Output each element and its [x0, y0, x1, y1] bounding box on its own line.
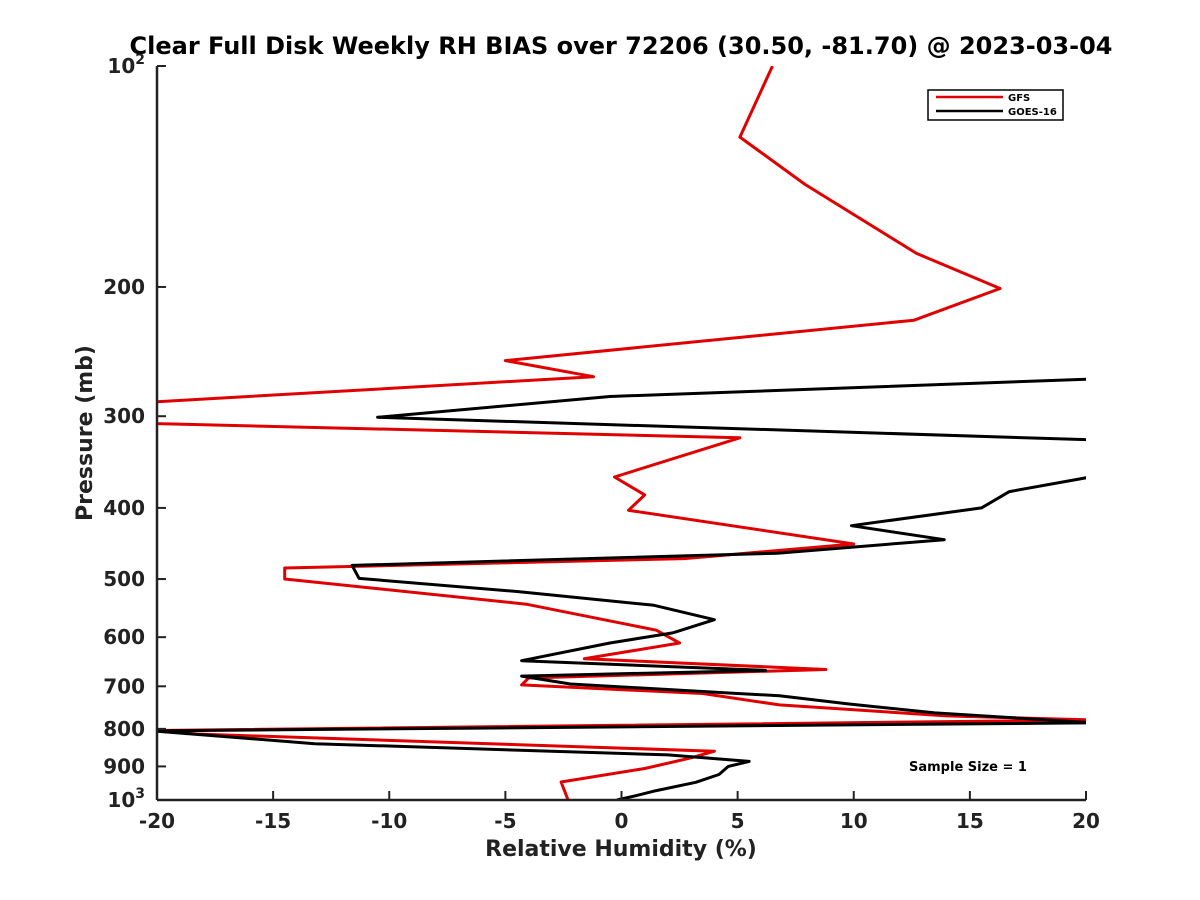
- x-tick-label: -15: [255, 809, 291, 833]
- y-tick-label: 900: [103, 754, 145, 778]
- legend-label-gfs: GFS: [1008, 93, 1030, 104]
- x-axis-label: Relative Humidity (%): [485, 837, 757, 862]
- legend-label-goes16: GOES-16: [1008, 107, 1057, 118]
- x-tick-label: 10: [840, 809, 868, 833]
- x-axis: -20 -15 -10 -5 0 5 10 15 20: [139, 791, 1100, 833]
- y-tick-label: 200: [103, 275, 145, 299]
- legend-box: [927, 89, 1064, 121]
- x-tick-label: -10: [371, 809, 407, 833]
- sample-size-annotation: Sample Size = 1: [909, 760, 1027, 775]
- legend: GFS GOES-16: [927, 89, 1064, 121]
- x-tick-label: 15: [956, 809, 984, 833]
- y-tick-label: 300: [103, 404, 145, 428]
- chart-title: Clear Full Disk Weekly RH BIAS over 7220…: [130, 32, 1113, 60]
- x-tick-label: 20: [1072, 809, 1100, 833]
- x-tick-label: 5: [731, 809, 745, 833]
- y-tick-label: 800: [103, 717, 145, 741]
- y-axis-label: Pressure (mb): [73, 345, 98, 521]
- plot-area: [157, 66, 1086, 800]
- x-tick-label: -20: [139, 809, 175, 833]
- y-tick-label: 400: [103, 496, 145, 520]
- x-tick-label: 0: [615, 809, 629, 833]
- y-tick-label: 600: [103, 625, 145, 649]
- y-tick-label: 700: [103, 674, 145, 698]
- x-tick-label: -5: [494, 809, 516, 833]
- series-line-goes16: [157, 377, 1086, 800]
- y-tick-label: 500: [103, 567, 145, 591]
